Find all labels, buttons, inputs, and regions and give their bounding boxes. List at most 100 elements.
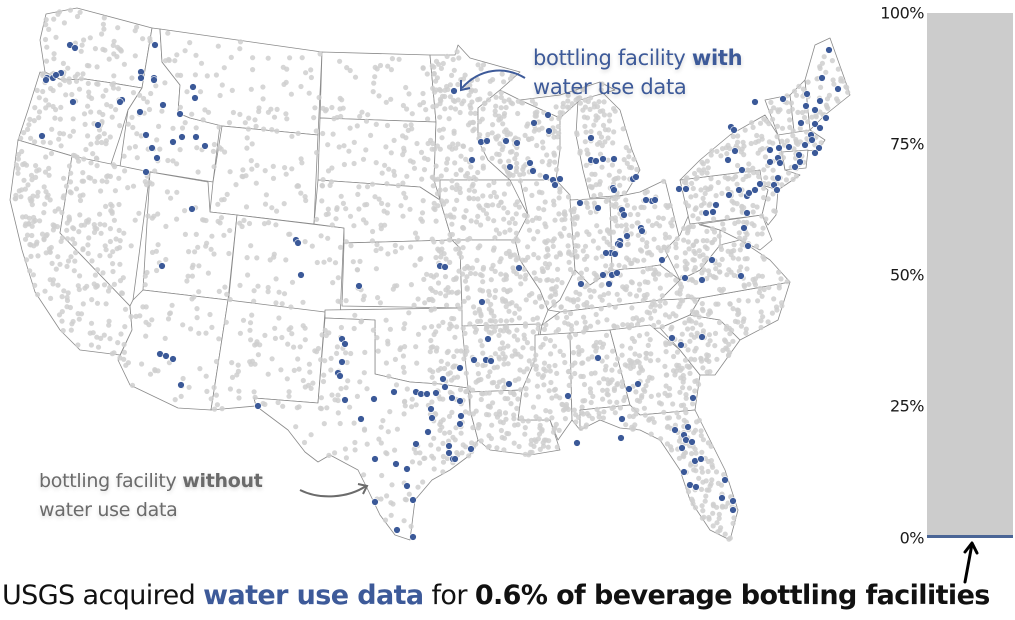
- facility-with-data-dot: [740, 224, 748, 232]
- facility-with-data-dot: [169, 138, 177, 146]
- facility-with-data-dot: [477, 138, 485, 146]
- facility-with-data-dot: [779, 95, 787, 103]
- facility-with-data-dot: [811, 106, 819, 114]
- facility-with-data-dot: [162, 352, 170, 360]
- facility-with-data-dot: [169, 355, 177, 363]
- facility-with-data-dot: [69, 98, 77, 106]
- facility-with-data-dot: [52, 71, 60, 79]
- facility-with-data-dot: [675, 185, 683, 193]
- facility-with-data-dot: [680, 468, 688, 476]
- facility-with-data-dot: [441, 383, 449, 391]
- facility-with-data-dot: [148, 144, 156, 152]
- facility-with-data-dot: [341, 396, 349, 404]
- facility-with-data-dot: [698, 276, 706, 284]
- facility-with-data-dot: [785, 143, 793, 151]
- annotation-without-data: bottling facility without water use data: [39, 467, 263, 525]
- facility-with-data-dot: [545, 127, 553, 135]
- facility-with-data-dot: [530, 119, 538, 127]
- facility-with-data-dot: [467, 445, 475, 453]
- facility-with-data-dot: [412, 440, 420, 448]
- tick-0: 0%: [899, 528, 925, 548]
- facility-with-data-dot: [456, 420, 464, 428]
- facility-with-data-dot: [729, 506, 737, 514]
- facility-with-data-dot: [357, 415, 365, 423]
- facility-with-data-dot: [796, 158, 804, 166]
- facility-with-data-dot: [735, 186, 743, 194]
- facility-with-data-dot: [616, 241, 624, 249]
- facility-with-data-dot: [529, 167, 537, 175]
- facility-with-data-dot: [439, 375, 447, 383]
- facility-with-data-dot: [815, 144, 823, 152]
- facility-with-data-dot: [544, 111, 552, 119]
- facility-with-data-dot: [515, 264, 523, 272]
- facility-with-data-dot: [513, 139, 521, 147]
- facility-with-data-dot: [564, 392, 572, 400]
- facility-with-data-dot: [390, 388, 398, 396]
- facility-with-data-dot: [791, 163, 799, 171]
- facility-with-data-dot: [638, 227, 646, 235]
- facility-with-data-dot: [751, 98, 759, 106]
- facility-with-data-dot: [159, 101, 167, 109]
- facility-with-data-dot: [42, 76, 50, 84]
- facility-with-data-dot: [587, 134, 595, 142]
- facility-with-data-dot: [371, 498, 379, 506]
- facility-with-data-dot: [618, 415, 626, 423]
- facility-with-data-dot: [658, 256, 666, 264]
- facility-with-data-dot: [451, 455, 459, 463]
- facility-with-data-dot: [743, 209, 751, 217]
- facility-with-data-dot: [150, 76, 158, 84]
- us-map: [9, 7, 851, 542]
- facility-with-data-dot: [702, 209, 710, 217]
- facility-with-data-dot: [766, 158, 774, 166]
- facility-with-data-dot: [731, 147, 739, 155]
- facility-with-data-dot: [457, 412, 465, 420]
- facility-with-data-dot: [623, 232, 631, 240]
- facility-with-data-dot: [432, 389, 440, 397]
- facility-with-data-dot: [625, 385, 633, 393]
- annotation-with-bold: with: [691, 46, 743, 70]
- facility-with-data-dot: [294, 239, 302, 247]
- facility-with-data-dot: [744, 242, 752, 250]
- annotation-with-text: bottling facility: [533, 46, 692, 70]
- facility-with-data-dot: [737, 272, 745, 280]
- facility-with-data-dot: [801, 141, 809, 149]
- facility-with-data-dot: [427, 405, 435, 413]
- tick-50: 50%: [889, 265, 925, 285]
- facility-with-data-dot: [730, 126, 738, 134]
- chart-title: USGS acquired water use data for 0.6% of…: [2, 580, 990, 611]
- facility-with-data-dot: [712, 201, 720, 209]
- facility-with-data-dot: [795, 151, 803, 159]
- facility-with-data-dot: [697, 455, 705, 463]
- facility-with-data-dot: [370, 395, 378, 403]
- annotation-arrow-with-head: [460, 80, 471, 92]
- facility-with-data-dot: [802, 102, 810, 110]
- facility-with-data-dot: [594, 354, 602, 362]
- facility-with-data-dot: [409, 496, 417, 504]
- facility-with-data-dot: [776, 159, 784, 167]
- facility-with-data-dot: [822, 114, 830, 122]
- tick-75: 75%: [889, 134, 925, 154]
- facility-with-data-dot: [338, 358, 346, 366]
- facility-with-data-dot: [424, 428, 432, 436]
- facility-with-data-dot: [709, 208, 717, 216]
- facility-with-data-dot: [671, 426, 679, 434]
- state-new-mexico: [210, 299, 326, 411]
- facility-with-data-dot: [71, 44, 79, 52]
- facility-with-data-dot: [441, 263, 449, 271]
- facility-with-data-dot: [698, 333, 706, 341]
- facility-with-data-dot: [668, 334, 676, 342]
- annotation-with-line2: water use data: [533, 75, 687, 99]
- facility-with-data-dot: [816, 97, 824, 105]
- facility-with-data-dot: [468, 156, 476, 164]
- facility-with-data-dot: [456, 364, 464, 372]
- facility-with-data-dot: [774, 174, 782, 182]
- facility-with-data-dot: [116, 98, 124, 106]
- facility-with-data-dot: [191, 94, 199, 102]
- facility-with-data-dot: [94, 121, 102, 129]
- facility-with-data-dot: [721, 476, 729, 484]
- annotation-without-bold: without: [182, 470, 263, 492]
- tick-25: 25%: [889, 396, 925, 416]
- facility-with-data-dot: [688, 438, 696, 446]
- facility-with-data-dot: [456, 397, 464, 405]
- facility-with-data-dot: [506, 163, 514, 171]
